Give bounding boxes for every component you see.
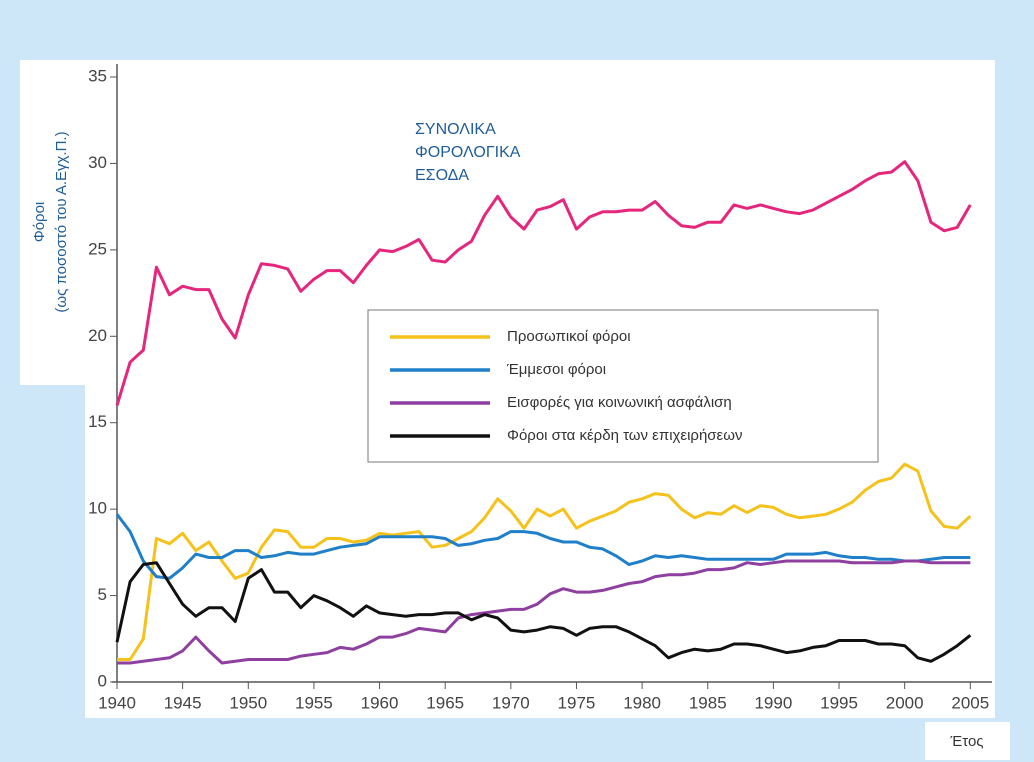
series-line [117,462,972,661]
legend-label: Προσωπικοί φόροι [507,328,631,345]
y-axis-label: (ως ποσοστό του Α.Εγχ.Π.) [53,131,70,312]
y-tick-label: 35 [88,66,107,85]
series-line [117,559,971,665]
y-tick-label: 20 [88,326,107,345]
x-tick-label: 1995 [820,693,858,712]
y-tick-label: 5 [98,585,107,604]
x-tick-label: 1940 [98,693,136,712]
x-tick-label: 1990 [754,693,792,712]
series-line [115,513,971,580]
x-tick-label: 1960 [361,693,399,712]
y-tick-label: 30 [88,153,107,172]
x-tick-label: 2005 [951,693,989,712]
y-tick-label: 15 [88,412,107,431]
annotation: ΦΟΡΟΛΟΓΙΚΑ [415,144,521,161]
annotation: ΕΣΟΔΑ [415,167,469,184]
y-tick-label: 10 [88,499,107,518]
xlabel-box [925,722,1010,760]
x-tick-label: 1970 [492,693,530,712]
x-tick-label: 2000 [886,693,924,712]
legend-label: Έμμεσοι φόροι [506,361,606,378]
x-tick-label: 1945 [164,693,202,712]
x-tick-label: 1985 [689,693,727,712]
x-tick-label: 1980 [623,693,661,712]
y-axis-label: Φόροι [31,202,48,243]
annotation: ΣΥΝΟΛΙΚΑ [415,121,496,138]
legend-label: Φόροι στα κέρδη των επιχειρήσεων [507,427,742,444]
x-axis-label: Έτος [949,733,983,750]
legend-label: Εισφορές για κοινωνική ασφάλιση [507,394,732,411]
x-tick-label: 1955 [295,693,333,712]
ylabel-box [20,60,85,385]
x-tick-label: 1975 [558,693,596,712]
x-tick-label: 1950 [229,693,267,712]
series-line [115,160,972,406]
y-tick-label: 0 [98,671,107,690]
x-tick-label: 1965 [426,693,464,712]
series-line [115,561,972,663]
y-tick-label: 25 [88,239,107,258]
